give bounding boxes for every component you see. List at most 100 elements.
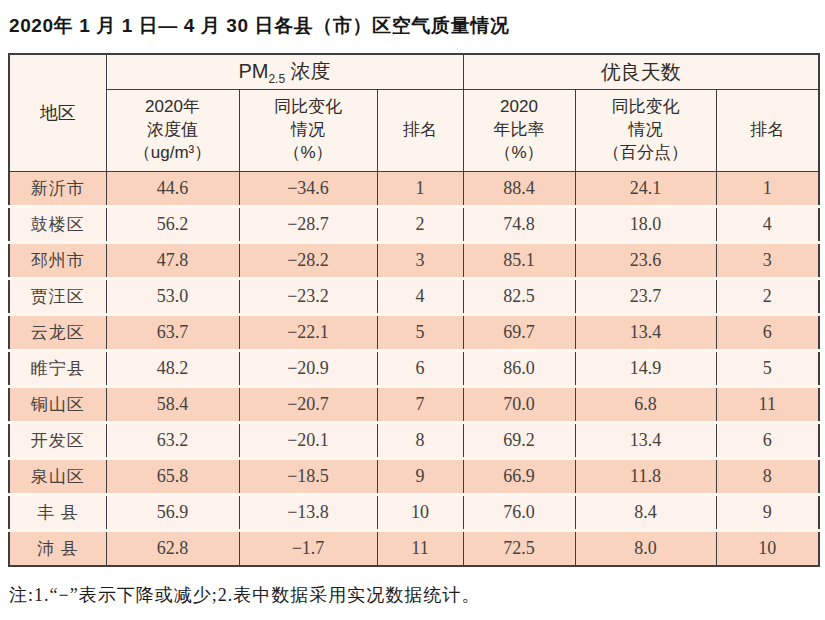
goodday-rank-cell: 6: [716, 423, 819, 459]
column-header-goodday-rank: 排名: [716, 90, 819, 172]
header-line: 同比变化: [576, 96, 716, 119]
pm25-rank-cell: 6: [377, 351, 463, 387]
region-cell: 沛 县: [9, 531, 106, 567]
pm25-change-cell: −20.9: [239, 351, 377, 387]
header-line: （百分点）: [576, 142, 716, 165]
region-cell: 新沂市: [9, 172, 106, 207]
goodday-ratio-cell: 74.8: [463, 207, 575, 243]
column-group-good-days: 优良天数: [463, 54, 819, 90]
table-row: 贾汪区 53.0 −23.2 4 82.5 23.7 2: [9, 279, 819, 315]
goodday-ratio-cell: 88.4: [463, 172, 575, 207]
header-line: 同比变化: [240, 96, 377, 119]
pm25-change-cell: −20.1: [239, 423, 377, 459]
pm25-change-cell: −22.1: [239, 315, 377, 351]
goodday-change-cell: 13.4: [575, 423, 716, 459]
pm25-rank-cell: 10: [377, 495, 463, 531]
column-header-goodday-change: 同比变化 情况 （百分点）: [575, 90, 716, 172]
header-line: （%）: [464, 142, 575, 165]
goodday-ratio-cell: 85.1: [463, 243, 575, 279]
goodday-change-cell: 14.9: [575, 351, 716, 387]
header-line: 年比率: [464, 119, 575, 142]
page-title: 2020年 1 月 1 日— 4 月 30 日各县（市）区空气质量情况: [0, 0, 825, 39]
goodday-rank-cell: 9: [716, 495, 819, 531]
pm25-change-cell: −28.2: [239, 243, 377, 279]
column-group-pm25: PM2.5 浓度: [106, 54, 463, 90]
pm25-change-cell: −34.6: [239, 172, 377, 207]
goodday-rank-cell: 4: [716, 207, 819, 243]
table-row: 鼓楼区 56.2 −28.7 2 74.8 18.0 4: [9, 207, 819, 243]
region-cell: 泉山区: [9, 459, 106, 495]
goodday-change-cell: 13.4: [575, 315, 716, 351]
goodday-ratio-cell: 70.0: [463, 387, 575, 423]
table-row: 云龙区 63.7 −22.1 5 69.7 13.4 6: [9, 315, 819, 351]
pm25-value-cell: 62.8: [106, 531, 239, 567]
goodday-change-cell: 11.8: [575, 459, 716, 495]
header-line: 排名: [717, 119, 819, 142]
pm25-change-cell: −13.8: [239, 495, 377, 531]
pm25-value-cell: 63.7: [106, 315, 239, 351]
goodday-change-cell: 8.0: [575, 531, 716, 567]
pm25-value-cell: 48.2: [106, 351, 239, 387]
goodday-rank-cell: 10: [716, 531, 819, 567]
column-header-pm25-change: 同比变化 情况 （%）: [239, 90, 377, 172]
region-cell: 云龙区: [9, 315, 106, 351]
goodday-change-cell: 23.7: [575, 279, 716, 315]
pm25-value-cell: 65.8: [106, 459, 239, 495]
table-row: 开发区 63.2 −20.1 8 69.2 13.4 6: [9, 423, 819, 459]
pm25-rank-cell: 8: [377, 423, 463, 459]
pm25-value-cell: 47.8: [106, 243, 239, 279]
goodday-rank-cell: 8: [716, 459, 819, 495]
header-line: 排名: [378, 119, 463, 142]
region-cell: 丰 县: [9, 495, 106, 531]
sub-header-row: 2020年 浓度值 （ug/m³） 同比变化 情况 （%） 排名 2020 年比…: [9, 90, 819, 172]
table-header: 地区 PM2.5 浓度 优良天数 2020年 浓度值 （ug/m³） 同比变化 …: [9, 54, 819, 172]
goodday-change-cell: 6.8: [575, 387, 716, 423]
pm25-change-cell: −28.7: [239, 207, 377, 243]
pm25-value-cell: 58.4: [106, 387, 239, 423]
table-row: 新沂市 44.6 −34.6 1 88.4 24.1 1: [9, 172, 819, 207]
column-header-pm25-value: 2020年 浓度值 （ug/m³）: [106, 90, 239, 172]
pm25-rank-cell: 7: [377, 387, 463, 423]
goodday-ratio-cell: 69.2: [463, 423, 575, 459]
pm25-rank-cell: 5: [377, 315, 463, 351]
region-cell: 鼓楼区: [9, 207, 106, 243]
pm25-value-cell: 44.6: [106, 172, 239, 207]
goodday-ratio-cell: 66.9: [463, 459, 575, 495]
header-line: 情况: [240, 119, 377, 142]
column-header-goodday-ratio: 2020 年比率 （%）: [463, 90, 575, 172]
pm25-group-label-prefix: PM: [238, 60, 268, 82]
pm25-rank-cell: 3: [377, 243, 463, 279]
header-line: 浓度值: [107, 119, 239, 142]
pm25-value-cell: 53.0: [106, 279, 239, 315]
goodday-rank-cell: 3: [716, 243, 819, 279]
pm25-change-cell: −23.2: [239, 279, 377, 315]
header-line: 2020年: [107, 96, 239, 119]
air-quality-table: 地区 PM2.5 浓度 优良天数 2020年 浓度值 （ug/m³） 同比变化 …: [8, 53, 820, 567]
table-row: 丰 县 56.9 −13.8 10 76.0 8.4 9: [9, 495, 819, 531]
goodday-ratio-cell: 69.7: [463, 315, 575, 351]
header-line: （%）: [240, 142, 377, 165]
footnote: 注:1.“−”表示下降或减少;2.表中数据采用实况数据统计。: [0, 567, 825, 607]
goodday-change-cell: 24.1: [575, 172, 716, 207]
column-header-pm25-rank: 排名: [377, 90, 463, 172]
goodday-rank-cell: 5: [716, 351, 819, 387]
goodday-rank-cell: 6: [716, 315, 819, 351]
region-cell: 开发区: [9, 423, 106, 459]
pm25-value-cell: 63.2: [106, 423, 239, 459]
pm25-value-cell: 56.9: [106, 495, 239, 531]
goodday-change-cell: 18.0: [575, 207, 716, 243]
goodday-rank-cell: 1: [716, 172, 819, 207]
pm25-change-cell: −20.7: [239, 387, 377, 423]
table-row: 睢宁县 48.2 −20.9 6 86.0 14.9 5: [9, 351, 819, 387]
goodday-change-cell: 23.6: [575, 243, 716, 279]
pm25-rank-cell: 11: [377, 531, 463, 567]
pm25-change-cell: −1.7: [239, 531, 377, 567]
group-header-row: 地区 PM2.5 浓度 优良天数: [9, 54, 819, 90]
goodday-ratio-cell: 76.0: [463, 495, 575, 531]
table-row: 邳州市 47.8 −28.2 3 85.1 23.6 3: [9, 243, 819, 279]
header-line: 2020: [464, 96, 575, 119]
pm25-value-cell: 56.2: [106, 207, 239, 243]
pm25-group-label-suffix: 浓度: [285, 60, 331, 82]
header-line: 情况: [576, 119, 716, 142]
pm25-rank-cell: 1: [377, 172, 463, 207]
